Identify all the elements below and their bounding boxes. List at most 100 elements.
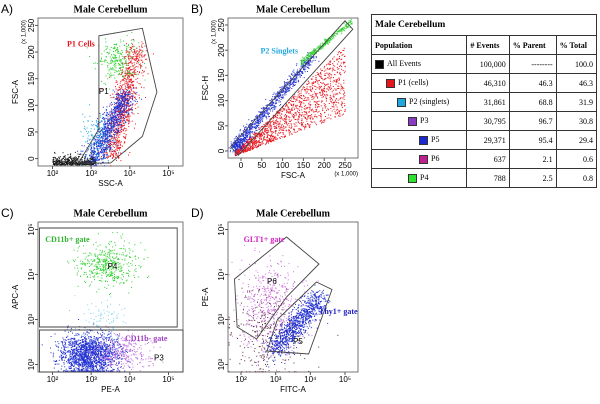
event-dot — [246, 129, 248, 131]
event-dot — [114, 102, 116, 104]
event-dot — [72, 160, 74, 162]
event-dot — [263, 138, 265, 140]
event-dot — [132, 72, 134, 74]
event-dot — [276, 138, 278, 140]
event-dot — [257, 135, 259, 137]
event-dot — [258, 132, 260, 134]
event-dot — [75, 156, 77, 158]
event-dot — [320, 68, 322, 70]
event-dot — [113, 53, 115, 55]
event-dot — [248, 129, 250, 131]
event-dot — [284, 92, 286, 94]
event-dot — [333, 56, 335, 58]
event-dot — [247, 148, 249, 150]
event-dot — [131, 82, 133, 84]
event-dot — [320, 81, 322, 83]
event-dot — [110, 123, 112, 125]
event-dot — [266, 112, 268, 114]
event-dot — [118, 113, 120, 115]
event-dot — [274, 108, 276, 110]
event-dot — [247, 149, 249, 151]
event-dot — [98, 153, 100, 155]
event-dot — [342, 61, 344, 63]
event-dot — [122, 100, 124, 102]
event-dot — [121, 72, 123, 74]
event-dot — [107, 127, 109, 129]
event-dot — [89, 115, 91, 117]
event-dot — [341, 114, 343, 116]
event-dot — [275, 98, 277, 100]
event-dot — [113, 50, 115, 52]
event-dot — [110, 76, 112, 78]
event-dot — [256, 118, 258, 120]
event-dot — [77, 159, 79, 161]
event-dot — [117, 117, 119, 119]
event-dot — [118, 147, 120, 149]
event-dot — [285, 116, 287, 118]
event-dot — [318, 106, 320, 108]
event-dot — [297, 72, 299, 74]
event-dot — [89, 104, 91, 106]
event-dot — [315, 75, 317, 77]
event-dot — [108, 146, 110, 148]
event-dot — [287, 87, 289, 89]
event-dot — [297, 119, 299, 121]
event-dot — [132, 81, 134, 83]
event-dot — [285, 88, 287, 90]
event-dot — [116, 149, 118, 151]
event-dot — [313, 56, 315, 58]
event-dot — [59, 161, 61, 163]
event-dot — [95, 142, 97, 144]
event-dot — [318, 74, 320, 76]
event-dot — [252, 143, 254, 145]
event-dot — [234, 143, 236, 145]
event-dot — [117, 132, 119, 134]
event-dot — [133, 39, 135, 41]
event-dot — [245, 127, 247, 129]
event-dot — [268, 122, 270, 124]
event-dot — [121, 88, 123, 90]
event-dot — [336, 80, 338, 82]
event-dot — [128, 154, 130, 156]
event-dot — [283, 115, 285, 117]
event-dot — [283, 85, 285, 87]
event-dot — [302, 125, 304, 127]
event-dot — [58, 163, 60, 165]
event-dot — [112, 145, 114, 147]
event-dot — [130, 88, 132, 90]
event-dot — [293, 115, 295, 117]
event-dot — [108, 119, 110, 121]
event-dot — [244, 143, 246, 145]
event-dot — [258, 143, 260, 145]
event-dot — [114, 140, 116, 142]
event-dot — [132, 85, 134, 87]
event-dot — [280, 116, 282, 118]
event-dot — [113, 127, 115, 129]
event-dot — [117, 124, 119, 126]
event-dot — [308, 124, 310, 126]
event-dot — [108, 141, 110, 143]
event-dot — [241, 139, 243, 141]
event-dot — [118, 55, 120, 57]
event-dot — [262, 125, 264, 127]
event-dot — [248, 119, 250, 121]
event-dot — [234, 144, 236, 146]
event-dot — [102, 157, 104, 159]
event-dot — [278, 117, 280, 119]
event-dot — [310, 115, 312, 117]
event-dot — [127, 81, 129, 83]
event-dot — [241, 146, 243, 148]
event-dot — [278, 113, 280, 115]
event-dot — [129, 72, 131, 74]
event-dot — [279, 94, 281, 96]
event-dot — [310, 61, 312, 63]
event-dot — [341, 106, 343, 108]
event-dot — [252, 148, 254, 150]
event-dot — [120, 109, 122, 111]
event-dot — [316, 92, 318, 94]
event-dot — [249, 136, 251, 138]
event-dot — [132, 81, 134, 83]
event-dot — [298, 71, 300, 73]
event-dot — [110, 127, 112, 129]
